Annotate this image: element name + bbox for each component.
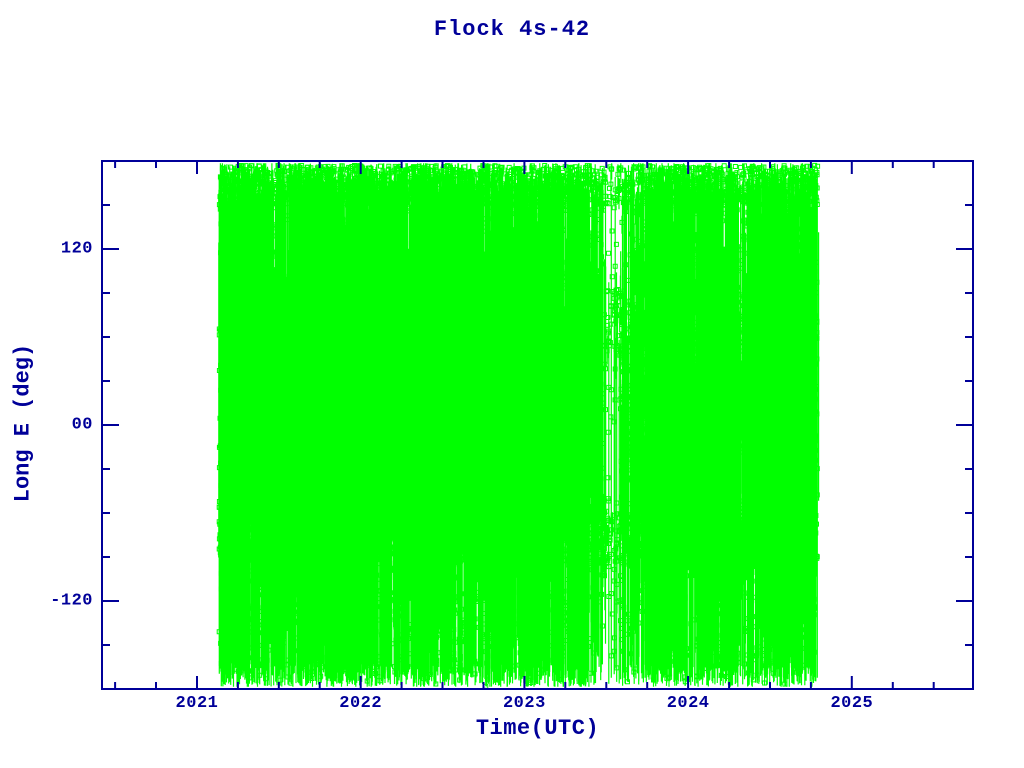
x-axis-label: Time(UTC)	[475, 716, 600, 741]
chart-title: Flock 4s-42	[433, 17, 591, 42]
x-tick-label-2024: 2024	[666, 694, 710, 713]
y-tick-label--120: -120	[50, 591, 93, 611]
x-tick-label-2022: 2022	[339, 694, 383, 713]
y-tick-label-00: 00	[71, 415, 93, 435]
x-tick-label-2025: 2025	[830, 694, 874, 713]
x-tick-label-2023: 2023	[502, 694, 546, 713]
y-tick-label-120: 120	[60, 239, 93, 259]
x-tick-label-2021: 2021	[175, 694, 219, 713]
